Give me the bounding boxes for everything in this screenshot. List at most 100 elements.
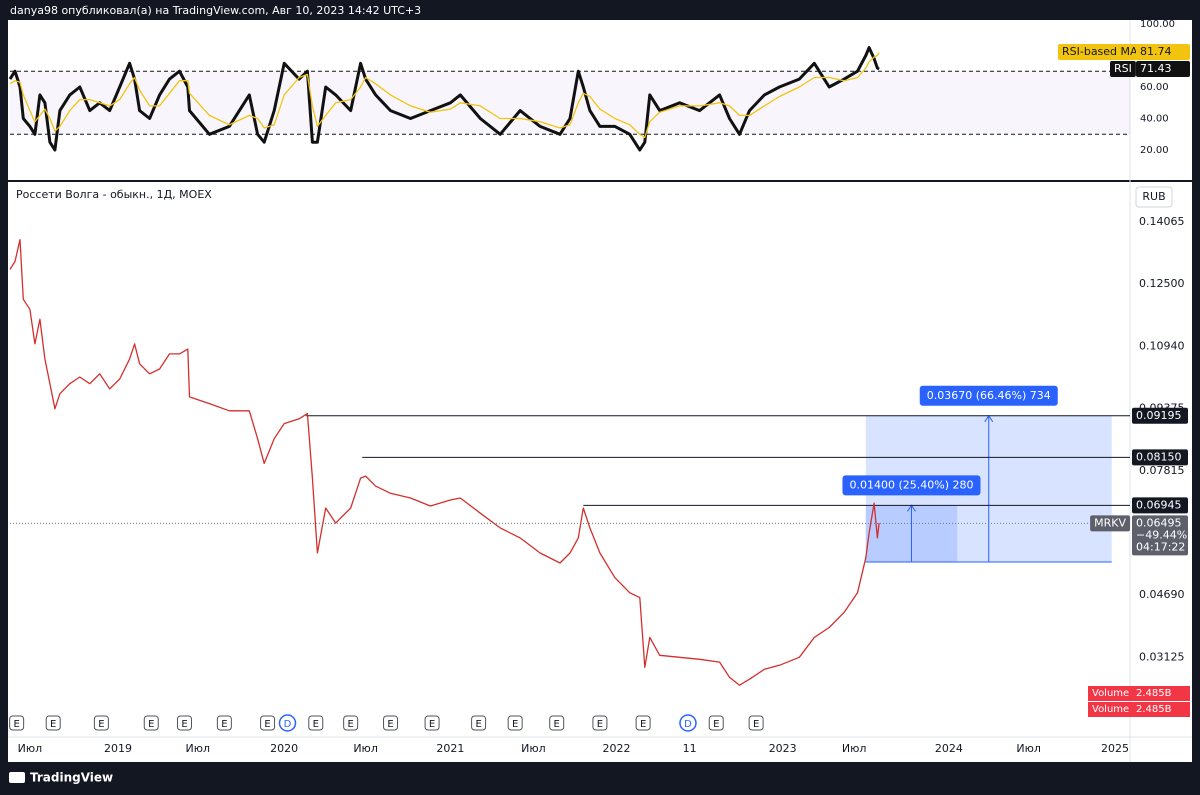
x-tick-label: Июл bbox=[18, 742, 43, 755]
event-label: E bbox=[264, 719, 270, 730]
rsi-value-bg bbox=[1136, 61, 1190, 77]
x-tick-label: 2025 bbox=[1101, 742, 1129, 755]
currency: RUB bbox=[1142, 190, 1165, 203]
x-tick-label: Июл bbox=[353, 742, 378, 755]
chart-title: Россети Волга - обыкн., 1Д, MOEX bbox=[16, 188, 212, 201]
x-tick-label: Июл bbox=[842, 742, 867, 755]
event-label: E bbox=[313, 719, 319, 730]
event-label: D bbox=[284, 719, 292, 730]
event-label: E bbox=[50, 719, 56, 730]
x-tick-label: 2020 bbox=[270, 742, 298, 755]
header-text: danya98 опубликовал(а) на TradingView.co… bbox=[10, 4, 421, 17]
rsi-ma-name-bg bbox=[1058, 44, 1142, 60]
volume-name: Volume bbox=[1092, 704, 1129, 715]
event-label: E bbox=[221, 719, 227, 730]
symbol-label: MRKV bbox=[1094, 516, 1126, 529]
rsi-ma-value: 81.74 bbox=[1140, 45, 1172, 58]
event-label: E bbox=[512, 719, 518, 730]
earnings-marker bbox=[708, 715, 724, 731]
rsi-tick-label: 100.00 bbox=[1140, 19, 1175, 30]
event-label: E bbox=[597, 719, 603, 730]
volume-badge-bg bbox=[1088, 702, 1190, 717]
level-label-bg bbox=[1132, 497, 1188, 514]
measure-label-bg bbox=[919, 385, 1058, 406]
event-label: E bbox=[347, 719, 353, 730]
event-label: E bbox=[753, 719, 759, 730]
dividend-marker bbox=[679, 714, 697, 732]
earnings-marker bbox=[93, 715, 109, 731]
earnings-marker bbox=[471, 715, 487, 731]
footer-logo: TradingView bbox=[9, 771, 113, 785]
measure-label-bg bbox=[842, 475, 981, 496]
x-tick-label: Июл bbox=[521, 742, 546, 755]
rsi-tick-label: 60.00 bbox=[1140, 82, 1169, 93]
x-tick-label: 2024 bbox=[935, 742, 963, 755]
event-label: E bbox=[181, 719, 187, 730]
earnings-marker bbox=[549, 715, 565, 731]
measure-label: 0.01400 (25.40%) 280 bbox=[849, 478, 973, 491]
rsi-name-bg bbox=[1110, 61, 1136, 77]
event-label: E bbox=[98, 719, 104, 730]
last-change: −49.44% bbox=[1136, 528, 1187, 541]
volume-value: 2.485B bbox=[1136, 688, 1172, 699]
event-label: E bbox=[387, 719, 393, 730]
logo-mark bbox=[9, 772, 25, 783]
level-label: 0.08150 bbox=[1136, 450, 1182, 463]
y-tick-label: 0.10940 bbox=[1139, 339, 1185, 352]
rsi-ma-name: RSI-based MA bbox=[1062, 45, 1138, 58]
y-tick-label: 0.03125 bbox=[1139, 651, 1185, 664]
earnings-marker bbox=[143, 715, 159, 731]
event-label: E bbox=[640, 719, 646, 730]
event-label: E bbox=[13, 719, 19, 730]
level-label-bg bbox=[1132, 407, 1188, 424]
volume-name: Volume bbox=[1092, 688, 1129, 699]
level-label-bg bbox=[1132, 449, 1188, 466]
y-tick-label: 0.07815 bbox=[1139, 464, 1185, 477]
level-label: 0.06945 bbox=[1136, 498, 1182, 511]
rsi-tick-label: 40.00 bbox=[1140, 114, 1169, 125]
earnings-marker bbox=[424, 715, 440, 731]
y-tick-label: 0.14065 bbox=[1139, 215, 1185, 228]
event-label: D bbox=[684, 719, 692, 730]
x-tick-label: Июл bbox=[186, 742, 211, 755]
event-label: E bbox=[148, 719, 154, 730]
rsi-name: RSI bbox=[1114, 62, 1132, 75]
y-tick-label: 0.04690 bbox=[1139, 588, 1185, 601]
volume-value: 2.485B bbox=[1136, 704, 1172, 715]
event-label: E bbox=[429, 719, 435, 730]
logo-text: TradingView bbox=[30, 771, 113, 785]
earnings-marker bbox=[748, 715, 764, 731]
event-label: E bbox=[475, 719, 481, 730]
earnings-marker bbox=[343, 715, 359, 731]
price-line bbox=[9, 238, 880, 686]
volume-badge-bg bbox=[1088, 686, 1190, 701]
x-tick-label: 2022 bbox=[603, 742, 631, 755]
earnings-marker bbox=[592, 715, 608, 731]
rsi-line bbox=[8, 46, 880, 152]
earnings-marker bbox=[45, 715, 61, 731]
level-label: 0.09195 bbox=[1136, 409, 1182, 422]
rsi-ma-value-bg bbox=[1136, 44, 1190, 60]
currency-box bbox=[1135, 186, 1173, 208]
x-tick-label: Июл bbox=[1016, 742, 1041, 755]
earnings-marker bbox=[260, 715, 276, 731]
earnings-marker bbox=[308, 715, 324, 731]
last-price: 0.06495 bbox=[1136, 516, 1182, 529]
earnings-marker bbox=[507, 715, 523, 731]
earnings-marker bbox=[216, 715, 232, 731]
countdown: 04:17:22 bbox=[1136, 540, 1185, 553]
symbol-label-bg bbox=[1090, 515, 1130, 532]
event-label: E bbox=[554, 719, 560, 730]
earnings-marker bbox=[9, 715, 25, 731]
earnings-marker bbox=[176, 715, 192, 731]
x-tick-label: 11 bbox=[683, 742, 697, 755]
rsi-tick-label: 20.00 bbox=[1140, 145, 1169, 156]
y-tick-label: 0.12500 bbox=[1139, 277, 1185, 290]
x-tick-label: 2023 bbox=[769, 742, 797, 755]
event-label: E bbox=[713, 719, 719, 730]
x-tick-label: 2019 bbox=[104, 742, 132, 755]
dividend-marker bbox=[278, 714, 297, 732]
last-price-bg bbox=[1132, 515, 1188, 556]
